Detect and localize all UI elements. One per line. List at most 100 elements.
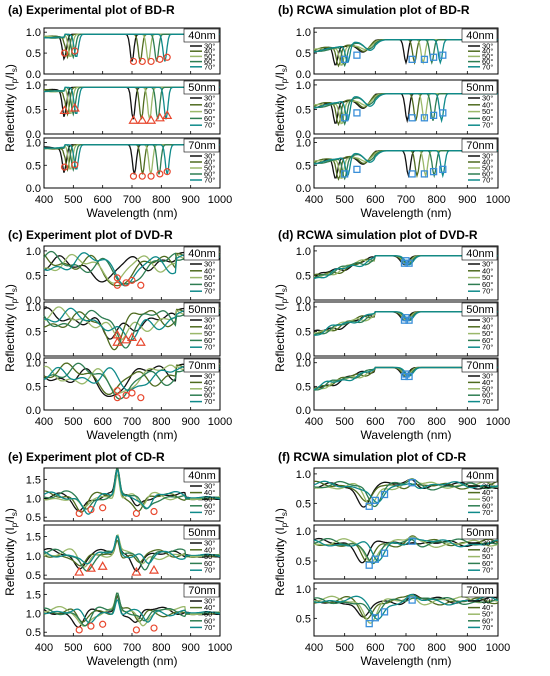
legend-label: 60° — [482, 57, 493, 66]
x-tick-label: 600 — [366, 642, 384, 654]
y-axis-label: Reflectivity (Ip/Is) — [3, 64, 19, 152]
y-tick-label: 1.0 — [296, 138, 311, 150]
legend-label: 70° — [204, 397, 215, 406]
dip-marker — [163, 168, 171, 176]
dip-marker — [380, 490, 389, 499]
x-tick-label: 700 — [123, 642, 141, 654]
thickness-tag-box — [461, 583, 498, 598]
y-tick-label: 0.0 — [296, 295, 311, 307]
chart-panel-a: (a) Experimental plot of BD-R Reflectivit… — [3, 3, 232, 220]
x-tick-label: 700 — [123, 416, 141, 428]
y-tick-label: 1.0 — [26, 302, 41, 314]
legend-label: 50° — [204, 52, 215, 61]
x-tick-label: 900 — [458, 642, 476, 654]
series-70°-line — [313, 593, 499, 620]
legend-label: 50° — [482, 273, 493, 282]
y-tick-label: 1.0 — [26, 246, 41, 258]
dip-marker — [71, 161, 79, 169]
y-axis-label: Reflectivity (Ip/Is) — [273, 508, 289, 596]
thickness-tag-box — [183, 246, 220, 261]
legend-label: 50° — [482, 610, 493, 619]
legend-label: 30° — [204, 372, 215, 381]
y-tick-label: 1.0 — [26, 138, 41, 150]
x-tick-label: 400 — [305, 194, 323, 206]
thickness-tag: 40nm — [466, 30, 494, 42]
x-tick-label: 1000 — [486, 194, 510, 206]
x-tick-label: 600 — [93, 416, 111, 428]
dip-marker — [408, 537, 416, 545]
panel-title: (d) RCWA simulation plot of DVD-R — [278, 228, 478, 242]
y-tick-label: 0.0 — [26, 129, 41, 141]
dip-marker — [420, 55, 429, 64]
dip-marker — [147, 57, 155, 66]
legend-label: 60° — [204, 559, 215, 568]
series-60°-line — [313, 537, 498, 565]
dip-marker — [162, 110, 173, 119]
legend-label: 40° — [204, 322, 215, 331]
legend-label: 40° — [204, 488, 215, 497]
x-tick-label: 500 — [64, 642, 82, 654]
legend-label: 30° — [204, 597, 215, 606]
x-tick-label: 400 — [35, 194, 53, 206]
panel-title: (e) Experiment plot of CD-R — [8, 450, 165, 464]
legend-label: 40° — [204, 545, 215, 554]
thickness-tag: 50nm — [188, 304, 216, 316]
thickness-tag-box — [461, 138, 498, 153]
y-tick-label: 0.5 — [26, 512, 41, 524]
legend-label: 50° — [482, 495, 493, 504]
legend-label: 70° — [204, 287, 215, 296]
x-tick-label: 1000 — [486, 416, 510, 428]
thickness-tag: 50nm — [188, 82, 216, 94]
legend-label: 60° — [204, 336, 215, 345]
x-tick-label: 500 — [335, 642, 353, 654]
x-tick-label: 800 — [152, 194, 170, 206]
legend-label: 70° — [204, 508, 215, 517]
legend-label: 30° — [482, 597, 493, 606]
y-axis-label: Reflectivity (Ip/Is) — [3, 508, 19, 596]
y-tick-label: 0.5 — [296, 270, 311, 282]
legend-label: 60° — [204, 501, 215, 510]
dip-marker — [60, 163, 69, 171]
dip-marker — [408, 479, 416, 487]
chart-panel-b: (b) RCWA simulation plot of BD-R Reflecti… — [273, 3, 510, 220]
y-tick-label: 1.5 — [26, 589, 41, 601]
thickness-tag: 70nm — [188, 585, 216, 597]
dip-marker — [113, 274, 121, 282]
y-tick-label: 0.0 — [26, 351, 41, 363]
thickness-tag-box — [461, 358, 498, 373]
y-tick-label: 1.0 — [26, 27, 41, 39]
legend-label: 40° — [204, 603, 215, 612]
x-tick-label: 500 — [64, 194, 82, 206]
x-tick-label: 400 — [305, 416, 323, 428]
dip-marker — [137, 281, 145, 289]
dip-marker — [439, 165, 447, 174]
thickness-tag-box — [183, 28, 220, 43]
thickness-tag: 50nm — [466, 527, 494, 539]
legend-label: 30° — [482, 94, 493, 103]
thickness-tag-box — [183, 302, 220, 317]
y-tick-label: 1.5 — [26, 474, 41, 486]
legend-label: 40° — [204, 158, 215, 167]
dip-marker — [156, 170, 164, 178]
legend-label: 30° — [482, 539, 493, 548]
y-axis-label: Reflectivity (Ip/Is) — [273, 64, 289, 152]
thickness-tag-box — [183, 138, 220, 153]
y-tick-label: 0.5 — [26, 48, 41, 60]
dip-marker — [132, 626, 140, 634]
thickness-tag: 50nm — [466, 82, 494, 94]
legend-label: 60° — [482, 616, 493, 625]
legend-label: 60° — [482, 559, 493, 568]
dip-marker — [71, 47, 79, 55]
legend-label: 70° — [204, 343, 215, 352]
thickness-tag: 40nm — [188, 30, 216, 42]
y-tick-label: 1.0 — [296, 526, 311, 538]
legend-label: 50° — [482, 552, 493, 561]
thickness-tag: 40nm — [466, 470, 494, 482]
dip-marker — [353, 51, 361, 59]
